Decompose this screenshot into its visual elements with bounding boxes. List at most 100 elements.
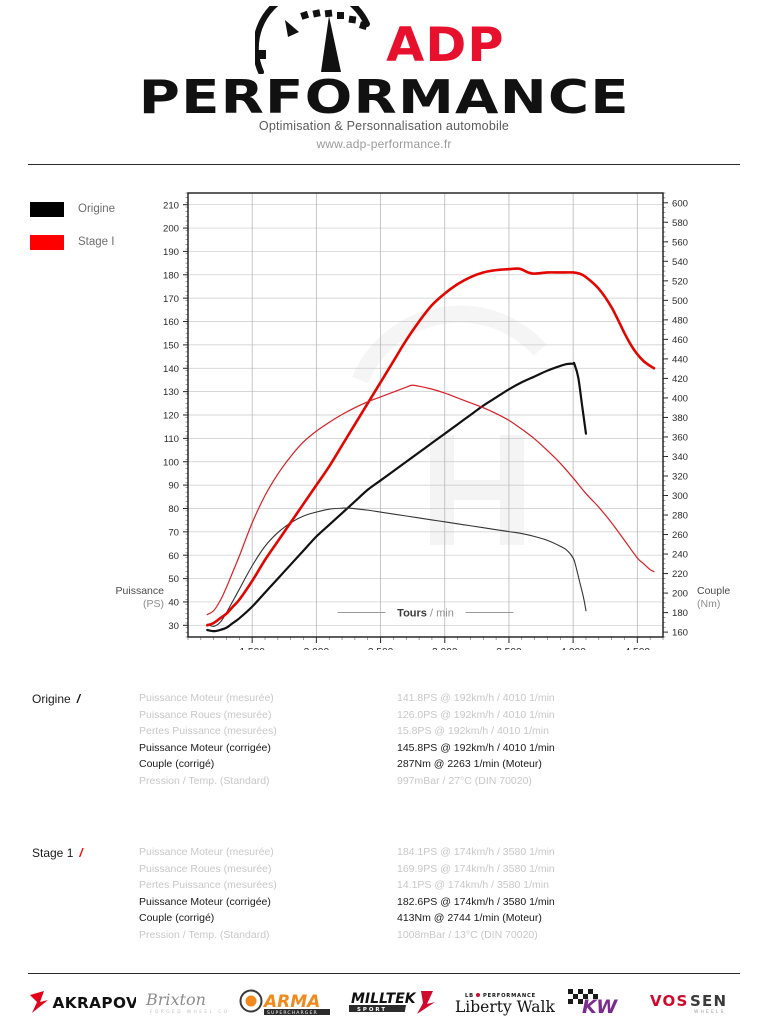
results-rows-stage1: Puissance Moteur (mesurée) 184.1PS @ 174k…: [139, 844, 739, 943]
result-row-value: 997mBar / 27°C (DIN 70020): [397, 774, 532, 787]
result-row-value: 15.8PS @ 192km/h / 4010 1/min: [397, 725, 549, 738]
dyno-plot-svg: 30 40 50 60 70 80 90 100 110 120 130 140 150 160 170 18…: [163, 192, 688, 658]
y-axis-right-tick-label: 420: [672, 374, 688, 385]
svg-text:SPORT: SPORT: [357, 1007, 387, 1013]
series-line: [206, 384, 655, 616]
series-line: [206, 507, 587, 627]
y-axis-right-tick-label: 580: [672, 218, 688, 229]
result-row-label: Puissance Moteur (mesurée): [139, 846, 274, 859]
y-axis-left-title: Puissance (PS): [92, 585, 164, 611]
result-row-label: Puissance Roues (mesurée): [139, 862, 272, 875]
chart-legend: Origine Stage I: [30, 196, 170, 262]
result-row-label: Puissance Moteur (corrigée): [139, 895, 271, 908]
x-axis-title-bold: Tours: [397, 607, 430, 619]
legend-item-stage1: Stage I: [30, 229, 170, 255]
sponsor-logo-milltek: MILLTEK SPORT: [348, 985, 445, 1019]
sponsor-logo-brixton: Brixton FORGED WHEEL CO: [142, 985, 234, 1019]
y-axis-left-tick-label: 120: [163, 411, 179, 422]
results-slash-origine: /: [76, 692, 81, 706]
report-header: ADP PERFORMANCE Optimisation & Personnal…: [0, 0, 768, 165]
y-axis-left-tick-label: 100: [163, 457, 179, 468]
y-axis-right-tick-label: 280: [672, 511, 688, 522]
sponsor-logo-arma: ARMA SUPERCHARGER: [239, 985, 343, 1019]
y-axis-right-tick-label: 240: [672, 550, 688, 561]
x-axis-title: Tours / min: [397, 607, 454, 619]
logo-performance-text: PERFORMANCE: [138, 70, 630, 124]
results-block-stage1: Stage 1 / Puissance Moteur (mesurée) 184.1…: [0, 844, 768, 964]
y-axis-left-tick-label: 30: [168, 621, 179, 632]
result-row-value: 182.6PS @ 174km/h / 3580 1/min: [397, 895, 555, 908]
results-name-origine: Origine: [32, 692, 71, 706]
svg-text:FORGED WHEEL CO: FORGED WHEEL CO: [150, 1009, 230, 1015]
result-row-value: 184.1PS @ 174km/h / 3580 1/min: [397, 846, 555, 859]
svg-text:LB: LB: [465, 993, 474, 999]
dyno-chart: 30 40 50 60 70 80 90 100 110 120 130 140 150 160 170 18…: [0, 180, 768, 658]
y-axis-right-tick-label: 480: [672, 315, 688, 326]
y-axis-right-tick-label: 180: [672, 608, 688, 619]
speedometer-icon: [255, 6, 370, 74]
result-row-value: 169.9PS @ 174km/h / 3580 1/min: [397, 862, 555, 875]
result-row-label: Couple (corrigé): [139, 912, 215, 925]
y-axis-left-tick-label: 170: [163, 294, 179, 305]
result-row: Puissance Moteur (corrigée) 145.8PS @ 192…: [139, 740, 739, 757]
sponsor-bar: AKRAPOVIC Brixton FORGED WHEEL CO ARMA S…: [28, 982, 740, 1022]
y-axis-right-tick-label: 440: [672, 354, 688, 365]
y-axis-left-tick-label: 60: [168, 551, 179, 562]
result-row-value: 145.8PS @ 192km/h / 4010 1/min: [397, 741, 555, 754]
results-title-origine: Origine /: [32, 692, 80, 706]
legend-label-stage1: Stage I: [78, 236, 115, 248]
adp-performance-logo: ADP PERFORMANCE: [0, 4, 768, 124]
y-axis-right-title: Couple (Nm): [697, 585, 767, 611]
y-axis-right-tick-label: 540: [672, 257, 688, 268]
y-axis-left-tick-label: 70: [168, 527, 179, 538]
x-axis-tick-label: 4,000: [560, 647, 586, 650]
logo-adp-text: ADP: [386, 18, 505, 73]
plot-frame: [187, 192, 664, 638]
x-axis-tick-label: 1,500: [239, 647, 265, 650]
y-axis-right-tick-label: 460: [672, 335, 688, 346]
y-axis-right-tick-label: 380: [672, 413, 688, 424]
result-row-label: Pertes Puissance (mesurées): [139, 725, 277, 738]
svg-text:ARMA: ARMA: [262, 992, 320, 1012]
y-axis-left-tick-label: 90: [168, 481, 179, 492]
svg-text:MILLTEK: MILLTEK: [351, 991, 417, 1007]
result-row: Pression / Temp. (Standard) 997mBar / 27°…: [139, 773, 739, 790]
svg-text:KW: KW: [582, 996, 618, 1016]
y-axis-right-title-text: Couple: [697, 585, 731, 597]
result-row-label: Pertes Puissance (mesurées): [139, 879, 277, 892]
x-axis-tick-label: 3,500: [496, 647, 522, 650]
sponsor-logo-vossen: VOS SEN WHEELS: [648, 985, 740, 1019]
legend-label-origine: Origine: [78, 203, 116, 215]
result-row: Couple (corrigé) 413Nm @ 2744 1/min (Mote…: [139, 910, 739, 927]
result-row: Pression / Temp. (Standard) 1008mBar / 13…: [139, 927, 739, 944]
sponsor-logo-kw: KW: [562, 985, 642, 1019]
result-row-label: Couple (corrigé): [139, 758, 215, 771]
result-row-value: 14.1PS @ 174km/h / 3580 1/min: [397, 879, 549, 892]
result-row: Puissance Moteur (mesurée) 141.8PS @ 192k…: [139, 690, 739, 707]
sponsors-divider: [28, 973, 740, 974]
y-axis-right-tick-label: 320: [672, 472, 688, 483]
y-axis-left-tick-label: 50: [168, 574, 179, 585]
y-axis-left-tick-label: 140: [163, 364, 179, 375]
y-axis-left-tick-label: 200: [163, 224, 179, 235]
svg-text:AKRAPOVIC: AKRAPOVIC: [52, 994, 136, 1012]
svg-text:VOS: VOS: [650, 992, 689, 1010]
svg-text:SEN: SEN: [690, 992, 727, 1010]
legend-swatch-stage1: [30, 234, 64, 250]
x-axis-tick-label: 2,500: [368, 647, 394, 650]
result-row-value: 287Nm @ 2263 1/min (Moteur): [397, 758, 542, 771]
x-axis-tick-label: 4,500: [625, 647, 651, 650]
sponsor-logo-liberty-walk: LB PERFORMANCE Liberty Walk: [451, 985, 557, 1019]
result-row-value: 141.8PS @ 192km/h / 4010 1/min: [397, 692, 555, 705]
y-axis-left-title-text: Puissance: [115, 585, 164, 597]
y-axis-right-tick-label: 560: [672, 237, 688, 248]
y-axis-left-tick-label: 130: [163, 387, 179, 398]
result-row: Pertes Puissance (mesurées) 14.1PS @ 174k…: [139, 877, 739, 894]
header-divider: [28, 164, 740, 165]
y-axis-right-tick-label: 200: [672, 589, 688, 600]
y-axis-right-tick-label: 300: [672, 491, 688, 502]
x-axis-title-unit: / min: [430, 607, 454, 619]
x-axis-tick-label: 2,000: [304, 647, 330, 650]
y-axis-right-tick-label: 260: [672, 530, 688, 541]
